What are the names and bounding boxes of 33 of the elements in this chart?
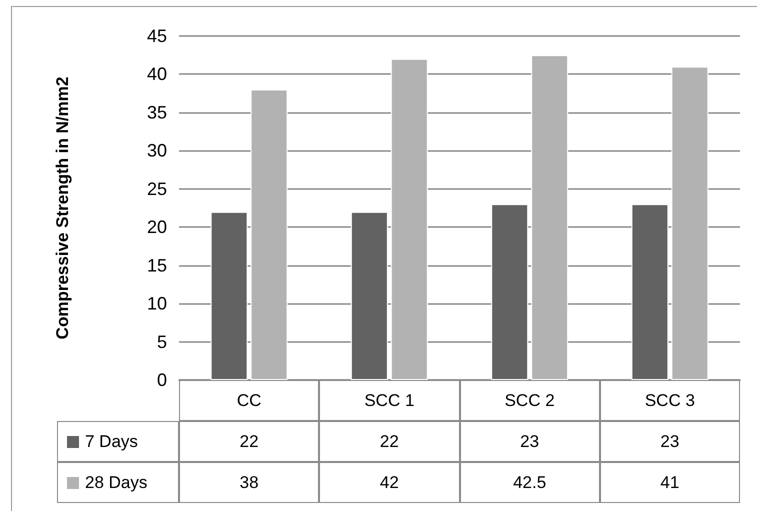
y-tick-label: 10 (146, 294, 167, 314)
bar (631, 204, 668, 380)
data-label: 23 (600, 421, 740, 462)
bar (671, 66, 708, 380)
data-label: 22 (319, 421, 460, 462)
data-label: 23 (460, 421, 600, 462)
y-axis-title: Compressive Strength in N/mm2 (53, 76, 72, 340)
bar (250, 90, 288, 380)
bar (350, 212, 388, 380)
x-tick-label: SCC 1 (364, 391, 414, 410)
x-tick-label: SCC 2 (504, 391, 555, 410)
legend-label: 7 Days (85, 432, 138, 452)
x-tick-label: SCC 3 (644, 391, 695, 410)
y-tick-label: 15 (146, 255, 167, 276)
x-tick-label: CC (236, 391, 262, 410)
y-tick-label: 45 (146, 26, 167, 46)
y-tick-label: 30 (146, 140, 167, 161)
bar (531, 55, 568, 380)
data-label: 38 (179, 462, 320, 503)
legend-label: 28 Days (85, 472, 148, 492)
data-label: 42.5 (460, 462, 600, 503)
data-label: 41 (600, 462, 740, 503)
y-tick-label: 5 (156, 332, 167, 352)
y-tick-label: 0 (156, 370, 167, 390)
data-label: 42 (319, 462, 460, 503)
y-tick-label: 25 (146, 178, 167, 199)
data-label: 22 (179, 421, 320, 462)
bar (491, 204, 528, 380)
bar (390, 58, 428, 380)
y-tick-label: 35 (146, 102, 167, 122)
y-tick-label: 20 (146, 217, 167, 238)
y-tick-label: 40 (146, 64, 167, 84)
bar (210, 212, 248, 380)
